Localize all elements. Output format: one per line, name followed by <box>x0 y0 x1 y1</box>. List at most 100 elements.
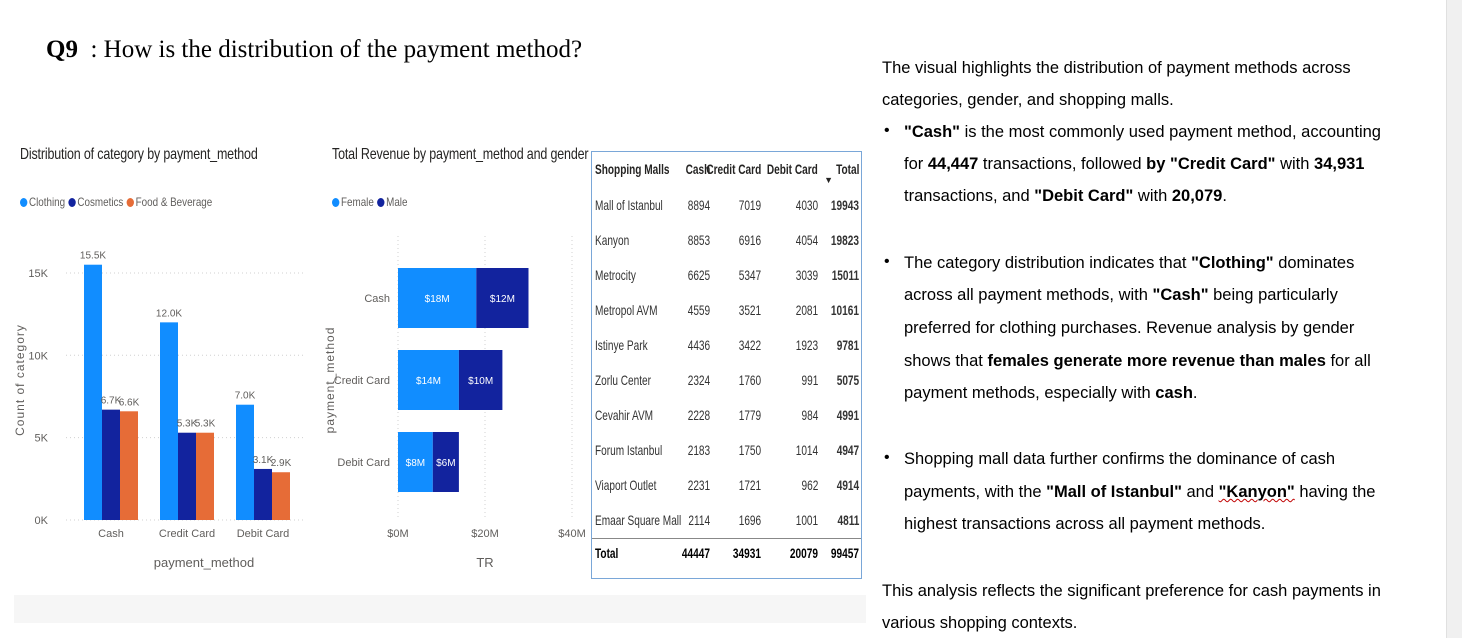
bar-data-label: 7.0K <box>235 391 256 402</box>
y-tick-label: 0K <box>35 515 49 527</box>
table-cell: 984 <box>801 407 818 423</box>
bar-data-label: 3.1K <box>253 455 274 466</box>
revenue-bar-chart: $0M $20M $40M payment_method $18M $12M Cash $14… <box>323 236 586 570</box>
legend-item-female[interactable]: Female <box>332 195 374 209</box>
bullet1-line3: transactions, and "Debit Card" with 20,0… <box>904 187 1227 205</box>
category-bar-chart: 0K 5K 10K 15K Count of category 15.5K 6.7K6.6K… <box>14 251 306 570</box>
table-row: Forum Istanbul 2183 1750 1014 4947 <box>592 433 861 467</box>
bullet2-line4: shows that females generate more revenue… <box>904 352 1371 370</box>
category-chart-title: Distribution of category by payment_meth… <box>20 146 258 163</box>
table-cell: 99457 <box>830 545 859 561</box>
bar-data-label: 6.6K <box>119 397 140 408</box>
table-cell: Kanyon <box>595 232 630 248</box>
shopping-malls-table: Shopping Malls Cash Credit Card Debit Card T… <box>591 151 862 579</box>
x-tick-label: Credit Card <box>159 528 215 540</box>
table-cell: 1001 <box>795 512 818 528</box>
bar-cosmetics <box>178 432 196 520</box>
table-row: Istinye Park 4436 3422 1923 9781 <box>592 328 861 362</box>
table-cell: 2231 <box>687 477 710 493</box>
table-cell: Cevahir AVM <box>595 407 654 423</box>
bar-female <box>398 350 459 410</box>
legend-item-male[interactable]: Male <box>377 195 407 209</box>
bullet1-line1: "Cash" is the most commonly used payment… <box>904 123 1381 141</box>
table-cell: 4914 <box>836 477 859 493</box>
question-heading: Q9 : How is the distribution of the paym… <box>46 36 582 64</box>
table-cell: 2114 <box>688 512 710 528</box>
table-cell: 10161 <box>830 302 859 318</box>
bar-data-label: $18M <box>425 294 450 305</box>
table-cell: 962 <box>801 477 818 493</box>
intro-line-2: categories, gender, and shopping malls. <box>882 91 1174 109</box>
bar-data-label: 15.5K <box>80 251 106 262</box>
table-cell: 4991 <box>836 407 859 423</box>
bar-data-label: $10M <box>468 376 493 387</box>
vertical-scrollbar[interactable] <box>1446 0 1462 638</box>
bar-female <box>398 268 477 328</box>
table-row: Kanyon 8853 6916 4054 19823 <box>592 223 861 257</box>
x-tick-label: Cash <box>98 528 124 540</box>
table-cell: 8894 <box>687 197 710 213</box>
table-cell: 3422 <box>738 337 761 353</box>
legend-item-food-beverage[interactable]: Food & Beverage <box>126 195 212 209</box>
table-row: Emaar Square Mall 2114 1696 1001 4811 <box>592 503 861 537</box>
table-cell: 2183 <box>687 442 710 458</box>
table-cell: 2228 <box>687 407 710 423</box>
table-cell: Viaport Outlet <box>595 477 657 493</box>
table-cell: 4054 <box>795 232 818 248</box>
bar-data-label: 6.7K <box>101 396 122 407</box>
table-cell: Istinye Park <box>595 337 648 353</box>
bar-clothing <box>236 404 254 520</box>
bullet2-line1: The category distribution indicates that… <box>904 254 1355 272</box>
x-tick-label: $40M <box>558 528 586 540</box>
bullet-marker: • <box>884 122 890 139</box>
table-cell: Total <box>835 161 859 177</box>
table-cell: 1750 <box>738 442 761 458</box>
bullet-marker: • <box>884 253 890 270</box>
bar-data-label: 5.3K <box>195 419 216 430</box>
table-cell: 5347 <box>738 267 761 283</box>
bar-data-label: 2.9K <box>271 458 292 469</box>
table-cell: 4030 <box>795 197 818 213</box>
bar-clothing <box>160 322 178 520</box>
table-row: Metrocity 6625 5347 3039 15011 <box>592 258 861 292</box>
bullet-marker: • <box>884 449 890 466</box>
question-text: : How is the distribution of the payment… <box>90 36 583 63</box>
sort-desc-icon[interactable]: ▼ <box>824 175 833 185</box>
legend-item-cosmetics[interactable]: Cosmetics <box>68 195 123 209</box>
table-cell: 19943 <box>830 197 859 213</box>
x-tick-label: Debit Card <box>237 528 290 540</box>
table-cell: Total <box>595 545 619 561</box>
bar-data-label: $6M <box>436 458 455 469</box>
table-cell: 4947 <box>836 442 859 458</box>
table-row: Metropol AVM 4559 3521 2081 10161 <box>592 293 861 327</box>
bar-clothing <box>84 264 102 520</box>
table-cell: Debit Card <box>767 161 818 177</box>
y-tick-label: Cash <box>364 293 390 305</box>
x-axis-title: TR <box>476 555 493 570</box>
intro-line-1: The visual highlights the distribution o… <box>882 59 1351 77</box>
table-cell: 4811 <box>837 512 859 528</box>
table-cell: Zorlu Center <box>595 372 652 388</box>
y-axis-title: payment_method <box>323 327 337 434</box>
table-cell: 2081 <box>795 302 818 318</box>
dashboard-footer-strip <box>14 595 866 623</box>
table-cell: 1721 <box>738 477 761 493</box>
bar-data-label: $8M <box>406 458 425 469</box>
revenue-chart-title: Total Revenue by payment_method and gend… <box>332 146 589 163</box>
bullet2-line2: across all payment methods, with "Cash" … <box>904 286 1338 304</box>
total-separator <box>592 538 861 539</box>
bar-data-label: $14M <box>416 376 441 387</box>
table-cell: Credit Card <box>706 161 761 177</box>
table-cell: 1696 <box>738 512 761 528</box>
table-cell: Cash <box>685 161 710 177</box>
table-cell: 1779 <box>738 407 761 423</box>
bullet2-line3: preferred for clothing purchases. Revenu… <box>904 319 1355 337</box>
y-tick-label: 15K <box>28 268 48 280</box>
legend-item-clothing[interactable]: Clothing <box>20 195 65 209</box>
bar-male <box>432 432 459 492</box>
table-cell: 1923 <box>795 337 818 353</box>
table-header-row: Shopping Malls Cash Credit Card Debit Card T… <box>592 152 861 186</box>
legend-dot <box>68 197 76 207</box>
y-tick-label: Debit Card <box>337 457 390 469</box>
table-cell: 34931 <box>732 545 761 561</box>
